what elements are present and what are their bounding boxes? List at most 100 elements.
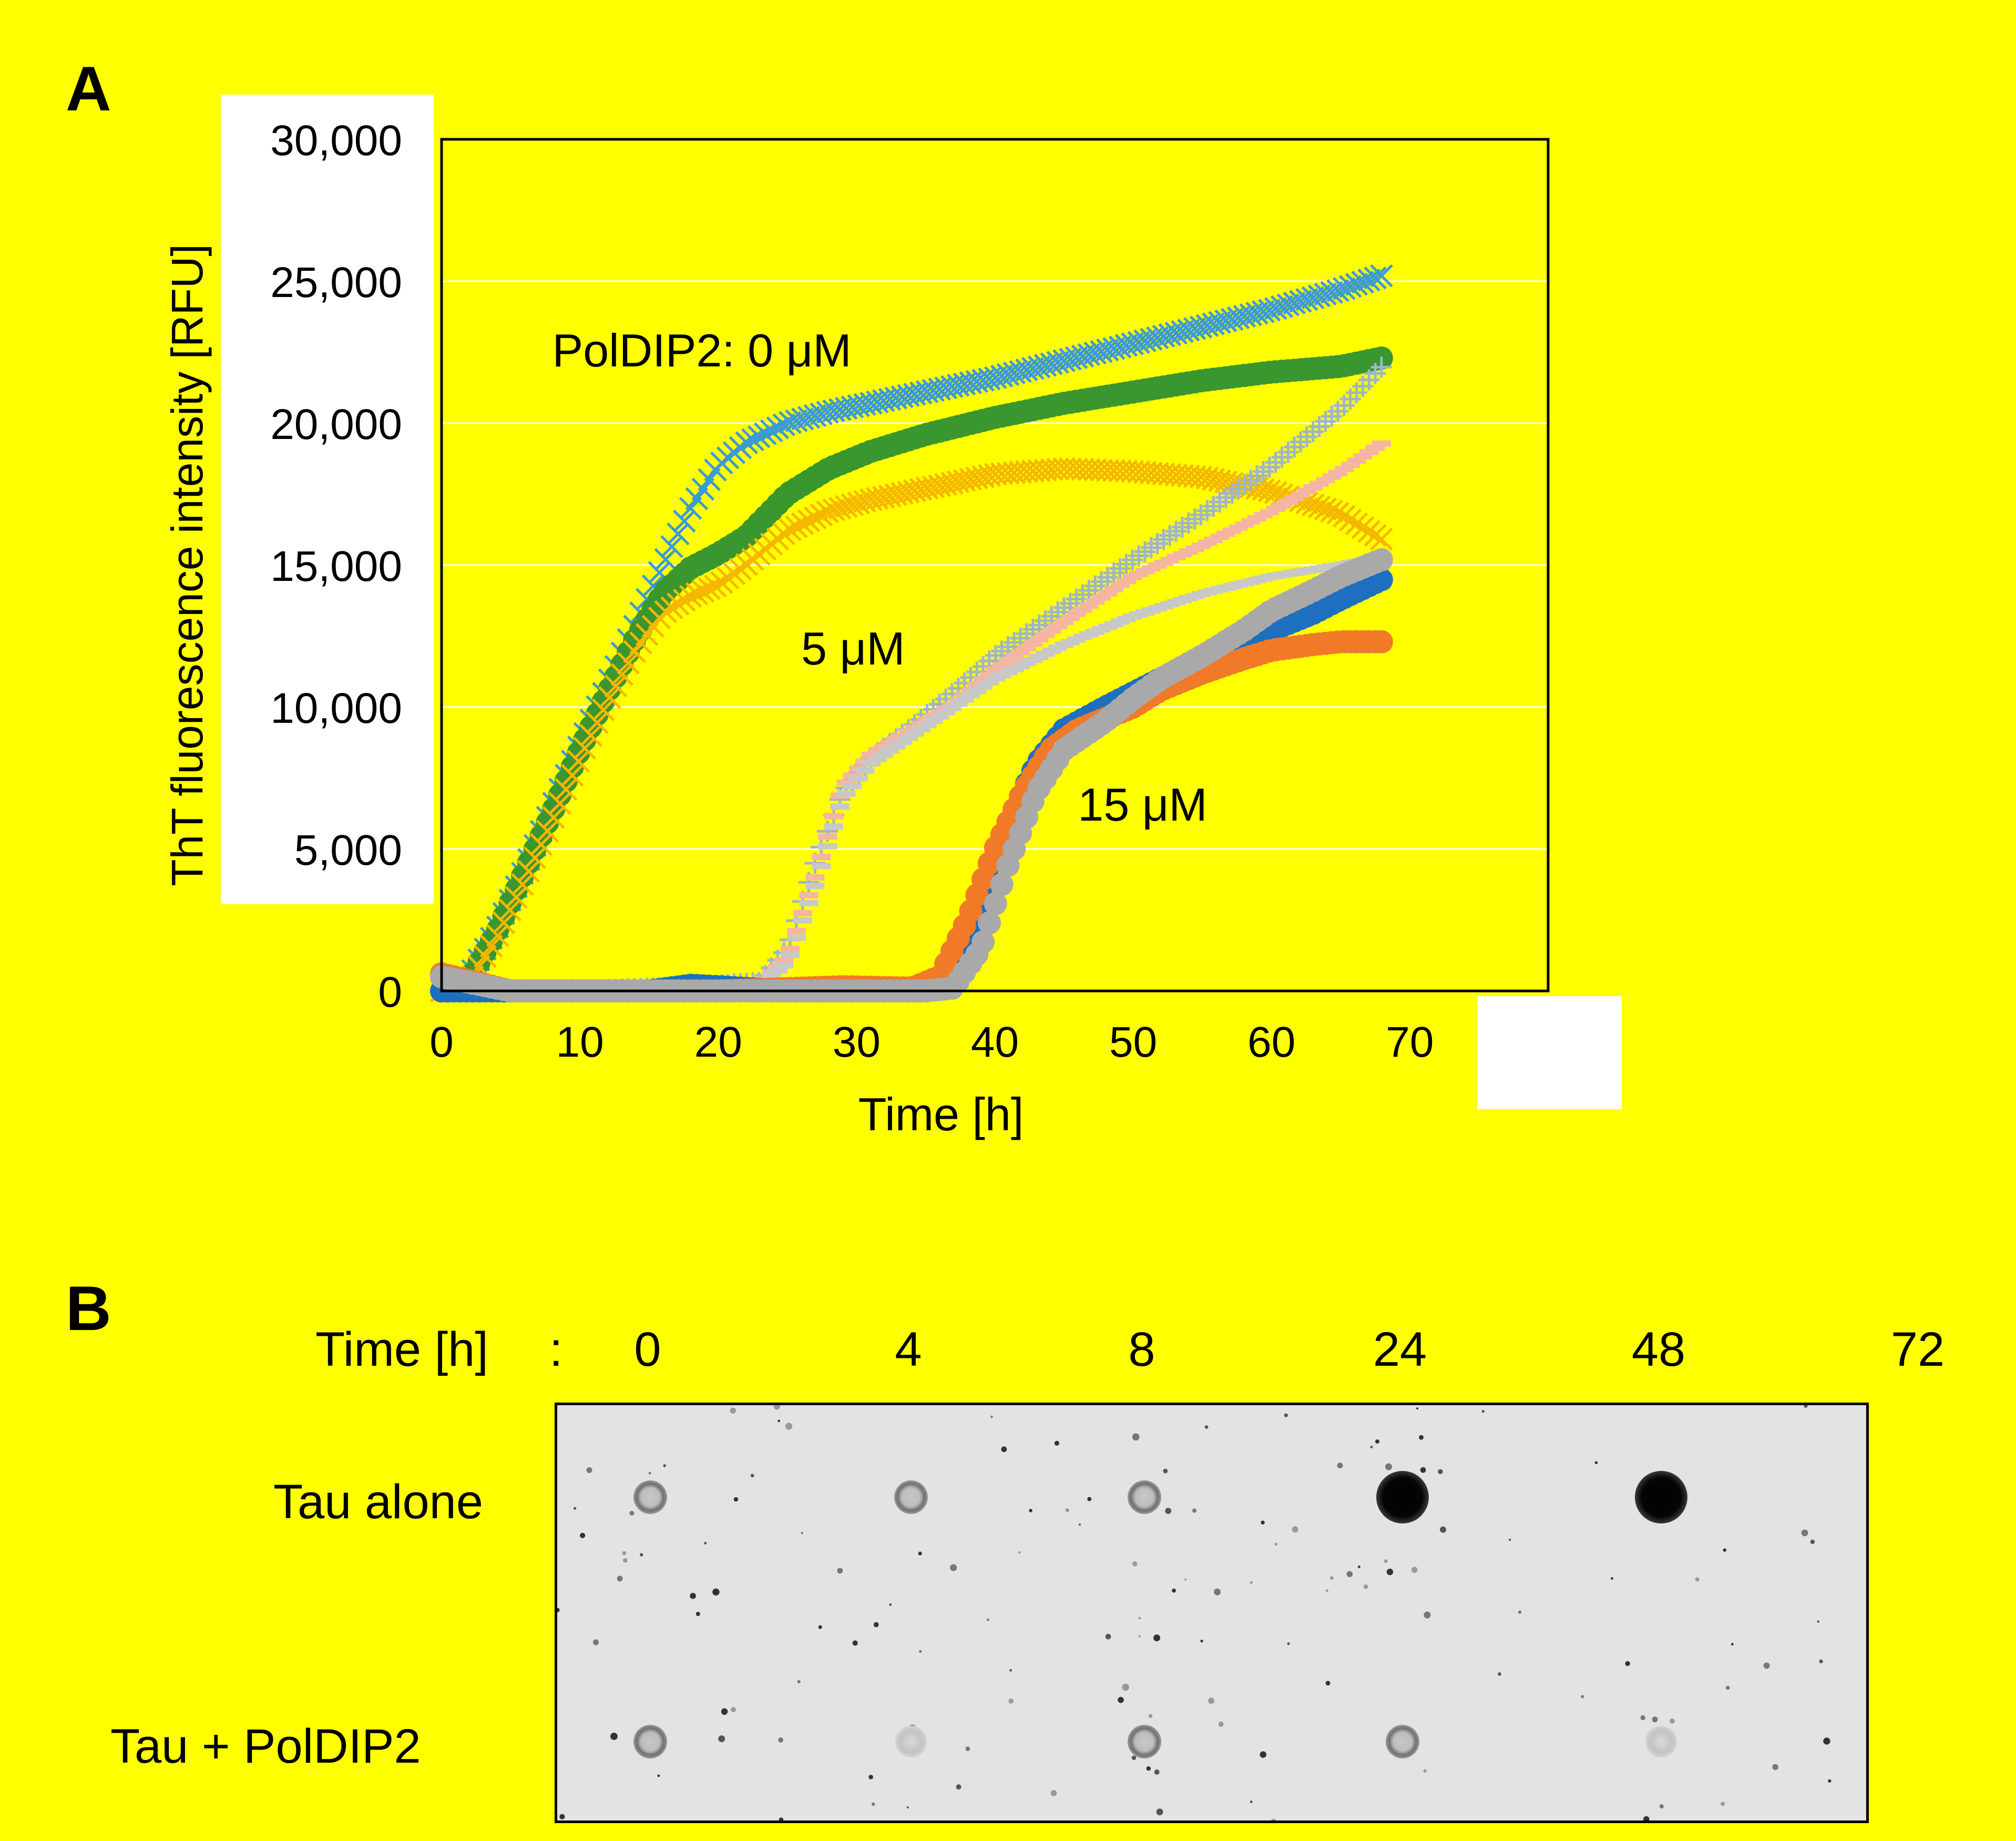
x-tick-label: 60 [1247,1018,1295,1066]
blot-speck [1419,1435,1424,1440]
blot-speck [1204,1425,1209,1429]
blot-speck [730,1407,736,1414]
blot-speck [1029,1509,1032,1512]
blot-time-label: Time [h] [315,1323,488,1376]
data-point [679,585,702,608]
data-point [529,833,553,856]
blot-speck [1652,1716,1658,1723]
blot-speck [1087,1497,1092,1501]
blot-speck [1132,1433,1140,1441]
data-point [1283,291,1306,315]
data-point [610,663,634,686]
blot-speck [1625,1661,1630,1666]
data-point [505,886,528,909]
blot-speck [1274,1542,1278,1546]
data-point [479,934,503,958]
blot-speck [1078,1523,1081,1526]
blot-speck [721,1708,728,1715]
series-annotation: 15 μM [1078,779,1207,831]
blot-speck [750,1474,754,1478]
data-point [673,588,696,612]
dot-blot-membrane [555,1403,1869,1823]
blot-speck [1271,1818,1276,1820]
blot-speck [950,1564,957,1571]
blot-speck [1384,1559,1388,1563]
blot-speck [1823,1737,1830,1745]
blot-speck [1346,1571,1353,1578]
blot-speck [990,1415,993,1418]
blot-speck [1163,1468,1168,1474]
data-point [691,579,715,603]
blot-speck [640,1553,643,1557]
data-point [1258,479,1281,503]
data-point [1301,286,1325,310]
blot-speck [1440,1526,1447,1533]
blot-dot [1635,1471,1687,1523]
blot-speck [889,1603,892,1606]
tht-chart: 0 5,000 10,000 15,000 20,000 25,000 30,000 0 10 2… [162,117,1550,1140]
blot-speck [906,1806,909,1809]
blot-speck [1370,1446,1373,1448]
blot-speck [1156,1808,1163,1816]
blot-speck [868,1774,873,1779]
data-point [1370,356,1392,378]
data-point [990,873,1014,896]
blot-speck [1208,1697,1215,1704]
blot-speck [1138,1635,1141,1638]
blot-speck [1330,1576,1334,1580]
data-point [1320,499,1343,523]
data-point [1314,282,1337,306]
blot-speck [777,1419,781,1423]
data-point [1357,268,1381,292]
data-point [977,911,1001,935]
data-point [667,592,690,616]
x-tick-label: 10 [556,1018,604,1066]
blot-dot [894,1480,928,1514]
blot-speck [592,1639,599,1645]
blot-speck [1695,1577,1700,1582]
blot-speck [1325,1681,1331,1686]
x-tick-label: 40 [971,1018,1019,1066]
y-tick-label: 5,000 [294,826,402,874]
data-point [511,873,534,896]
blot-dot [633,1480,667,1514]
blot-speck [580,1532,586,1538]
blot-speck [1146,1766,1151,1771]
y-tick-label: 25,000 [270,259,402,306]
blot-speck [1065,1508,1069,1512]
blot-time-colon: : [549,1323,563,1376]
x-tick-label: 20 [694,1018,742,1066]
blot-time-tick: 24 [1373,1323,1427,1376]
blot-speck [648,1471,651,1475]
data-point [1264,296,1287,320]
blot-speck [1731,1643,1734,1646]
data-point [1270,295,1294,319]
blot-speck [1640,1715,1645,1721]
blot-speck [1772,1764,1778,1771]
blot-speck [1611,1577,1613,1580]
y-axis-title: ThT fluorescence intensity [RFU] [162,244,212,886]
data-point [971,930,995,954]
series-8 [430,548,1393,1003]
x-tick-label: 50 [1109,1018,1157,1066]
blot-speck [778,1737,783,1743]
blot-time-tick: 4 [895,1323,922,1376]
blot-speck [1292,1526,1298,1533]
data-point [1276,293,1300,316]
blot-dot [1386,1725,1419,1758]
blot-speck [1438,1469,1443,1475]
blot-dot [1128,1480,1161,1514]
blot-speck [1284,1413,1288,1417]
dot-blot-image [557,1405,1831,1820]
data-point [785,515,808,538]
blot-speck [1481,1410,1485,1413]
blot-speck [573,1507,577,1510]
data-point [1289,290,1312,313]
data-point [660,535,683,558]
data-point [536,820,559,843]
blot-speck [1131,1755,1137,1760]
data-point [573,737,597,760]
data-point [816,500,839,524]
blot-speck [1218,1721,1224,1727]
blot-speck [1424,1611,1431,1619]
